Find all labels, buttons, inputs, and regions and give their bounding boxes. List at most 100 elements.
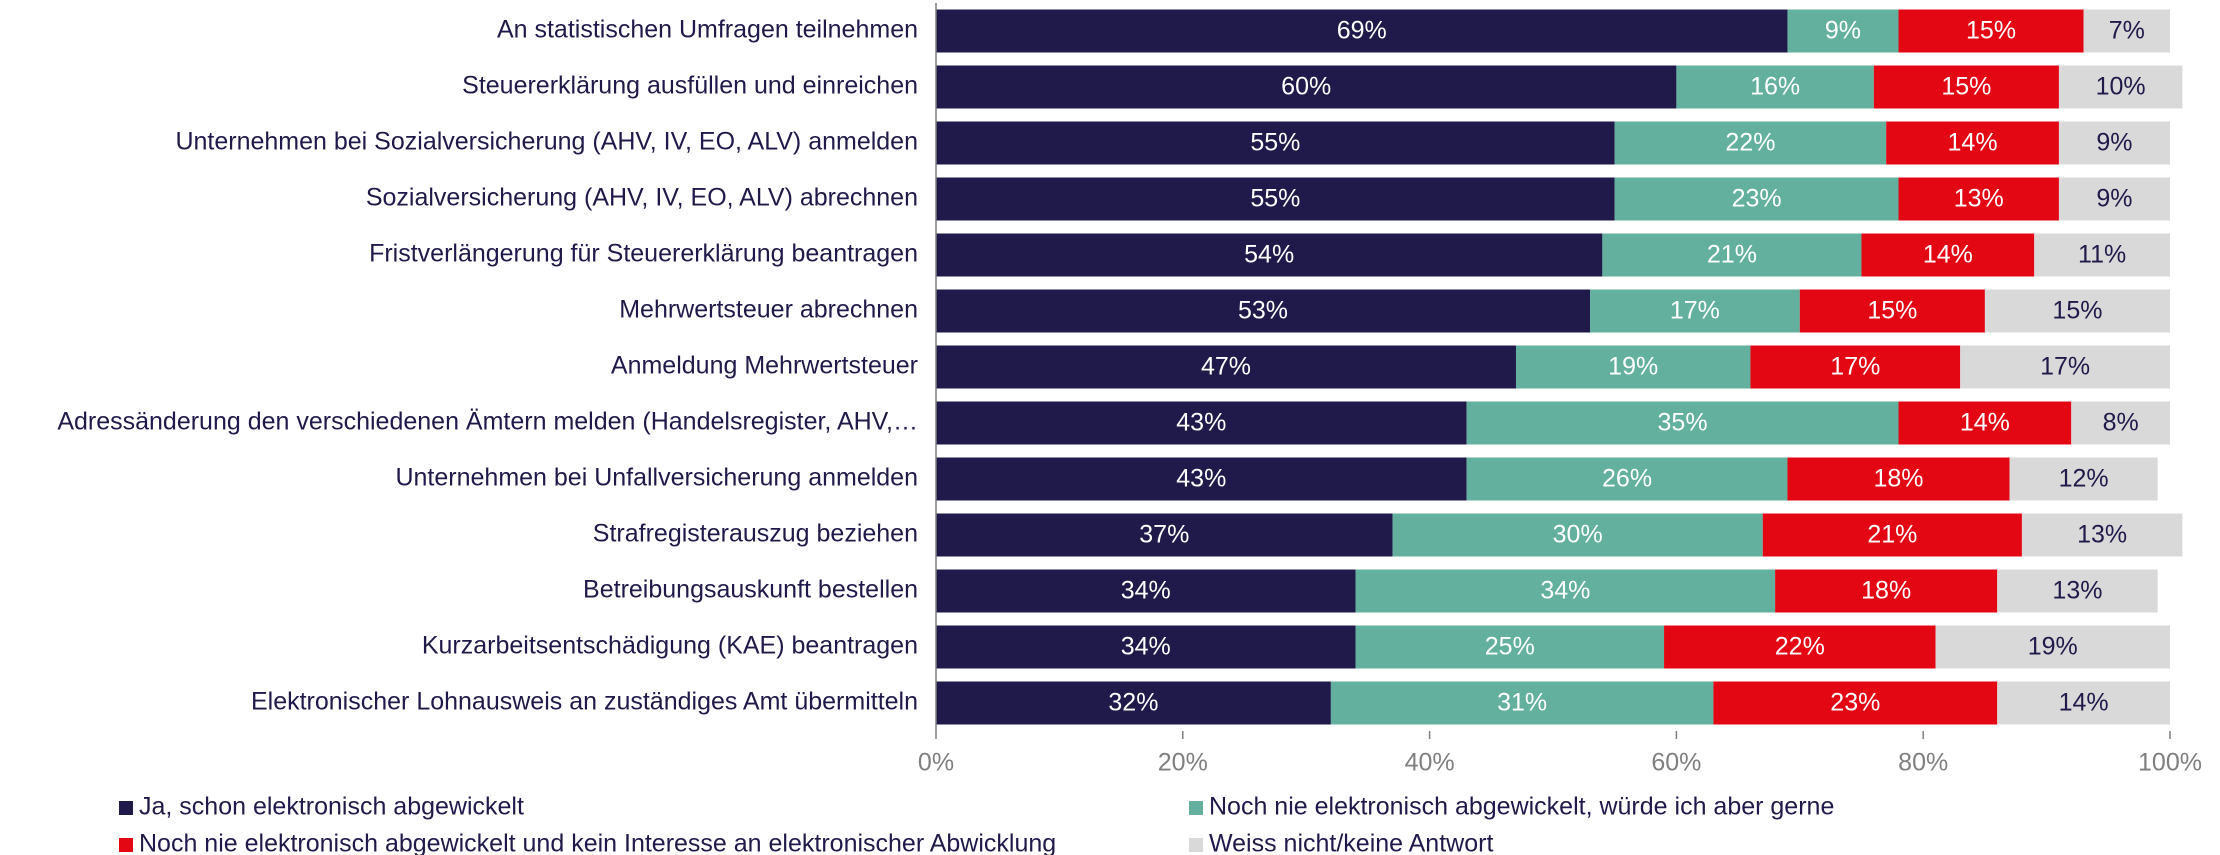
bar-segment [1984, 289, 2170, 333]
data-label: 30% [1553, 521, 1603, 549]
bar-segment [1713, 681, 1998, 725]
bar-segment [1466, 457, 1788, 501]
legend-label: Noch nie elektronisch abgewickelt und ke… [139, 830, 1056, 855]
bar-segment [1799, 289, 1985, 333]
bar-segment [936, 65, 1677, 109]
data-label: 55% [1250, 129, 1300, 157]
category-label: Fristverlängerung für Steuererklärung be… [369, 240, 918, 268]
category-label: Anmeldung Mehrwertsteuer [611, 352, 918, 380]
bar-segment [1898, 177, 2059, 221]
data-label: 10% [2096, 73, 2146, 101]
data-label: 17% [1670, 297, 1720, 325]
bar-segment [936, 401, 1467, 445]
data-label: 16% [1750, 73, 1800, 101]
data-label: 37% [1139, 521, 1189, 549]
data-label: 17% [2040, 353, 2090, 381]
data-label: 14% [2059, 689, 2109, 717]
data-label: 32% [1108, 689, 1158, 717]
bar-segment [1330, 681, 1714, 725]
bar-segment [1355, 569, 1776, 613]
category-label: Adressänderung den verschiedenen Ämtern … [57, 408, 918, 436]
legend-swatch [1189, 838, 1203, 852]
x-tick-label: 20% [1158, 749, 1208, 777]
data-label: 9% [2096, 185, 2132, 213]
data-label: 18% [1861, 577, 1911, 605]
legend-label: Weiss nicht/keine Antwort [1209, 830, 1493, 855]
data-label: 15% [2052, 297, 2102, 325]
bar-segment [1750, 345, 1961, 389]
data-label: 55% [1250, 185, 1300, 213]
data-label: 43% [1176, 465, 1226, 493]
bar-segment [1861, 233, 2035, 277]
data-label: 22% [1725, 129, 1775, 157]
bar-segment [936, 625, 1356, 669]
bar-segment [2058, 177, 2170, 221]
data-label: 9% [1825, 17, 1861, 45]
bar-segment [1775, 569, 1998, 613]
bar-segment [1873, 65, 2059, 109]
data-label: 43% [1176, 409, 1226, 437]
bar-segment [1355, 625, 1665, 669]
bar-segment [1614, 121, 1887, 165]
legend-label: Ja, schon elektronisch abgewickelt [139, 793, 524, 821]
bar-segment [2021, 513, 2183, 557]
x-tick-label: 100% [2138, 749, 2202, 777]
data-label: 15% [1941, 73, 1991, 101]
data-label: 69% [1337, 17, 1387, 45]
bar-segment [936, 457, 1467, 501]
bar-segment [936, 233, 1603, 277]
data-label: 53% [1238, 297, 1288, 325]
bar-segment [936, 513, 1393, 557]
data-label: 14% [1960, 409, 2010, 437]
data-label: 25% [1485, 633, 1535, 661]
bar-segment [2058, 65, 2183, 109]
bar-segment [1787, 9, 1899, 53]
data-label: 14% [1948, 129, 1998, 157]
category-label: Elektronischer Lohnausweis an zuständige… [251, 688, 918, 716]
bar-segment [2009, 457, 2158, 501]
data-label: 18% [1873, 465, 1923, 493]
bar-segment [1960, 345, 2170, 389]
bar-segment [936, 289, 1591, 333]
data-label: 34% [1540, 577, 1590, 605]
bar-segment [2034, 233, 2170, 277]
bar-segment [2071, 401, 2170, 445]
bar-segment [1515, 345, 1751, 389]
data-label: 47% [1201, 353, 1251, 381]
data-label: 8% [2103, 409, 2139, 437]
bar-segment [2083, 9, 2170, 53]
data-label: 14% [1923, 241, 1973, 269]
bar-segment [936, 569, 1356, 613]
bar-segment [2058, 121, 2170, 165]
data-label: 60% [1281, 73, 1331, 101]
bar-segment [1590, 289, 1800, 333]
category-label: Mehrwertsteuer abrechnen [619, 296, 918, 324]
bar-segment [936, 681, 1331, 725]
data-label: 7% [2109, 17, 2145, 45]
bar-segment [1935, 625, 2170, 669]
data-label: 23% [1830, 689, 1880, 717]
bar-segment [1898, 401, 2072, 445]
data-label: 9% [2096, 129, 2132, 157]
x-tick-label: 80% [1898, 749, 1948, 777]
legend-swatch [1189, 801, 1203, 815]
data-label: 17% [1830, 353, 1880, 381]
category-label: Steuererklärung ausfüllen und einreichen [462, 72, 918, 100]
category-label: Strafregisterauszug beziehen [593, 520, 918, 548]
category-label: An statistischen Umfragen teilnehmen [497, 16, 918, 44]
data-label: 21% [1867, 521, 1917, 549]
bar-segment [936, 121, 1615, 165]
data-label: 34% [1121, 577, 1171, 605]
category-label: Sozialversicherung (AHV, IV, EO, ALV) ab… [366, 184, 918, 212]
legend-swatch [119, 801, 133, 815]
data-label: 23% [1732, 185, 1782, 213]
legend-swatch [119, 838, 133, 852]
data-label: 22% [1775, 633, 1825, 661]
x-tick-label: 0% [918, 749, 954, 777]
data-label: 26% [1602, 465, 1652, 493]
category-label: Betreibungsauskunft bestellen [583, 576, 918, 604]
x-tick-label: 60% [1651, 749, 1701, 777]
data-label: 12% [2059, 465, 2109, 493]
data-label: 21% [1707, 241, 1757, 269]
bar-segment [1898, 9, 2084, 53]
